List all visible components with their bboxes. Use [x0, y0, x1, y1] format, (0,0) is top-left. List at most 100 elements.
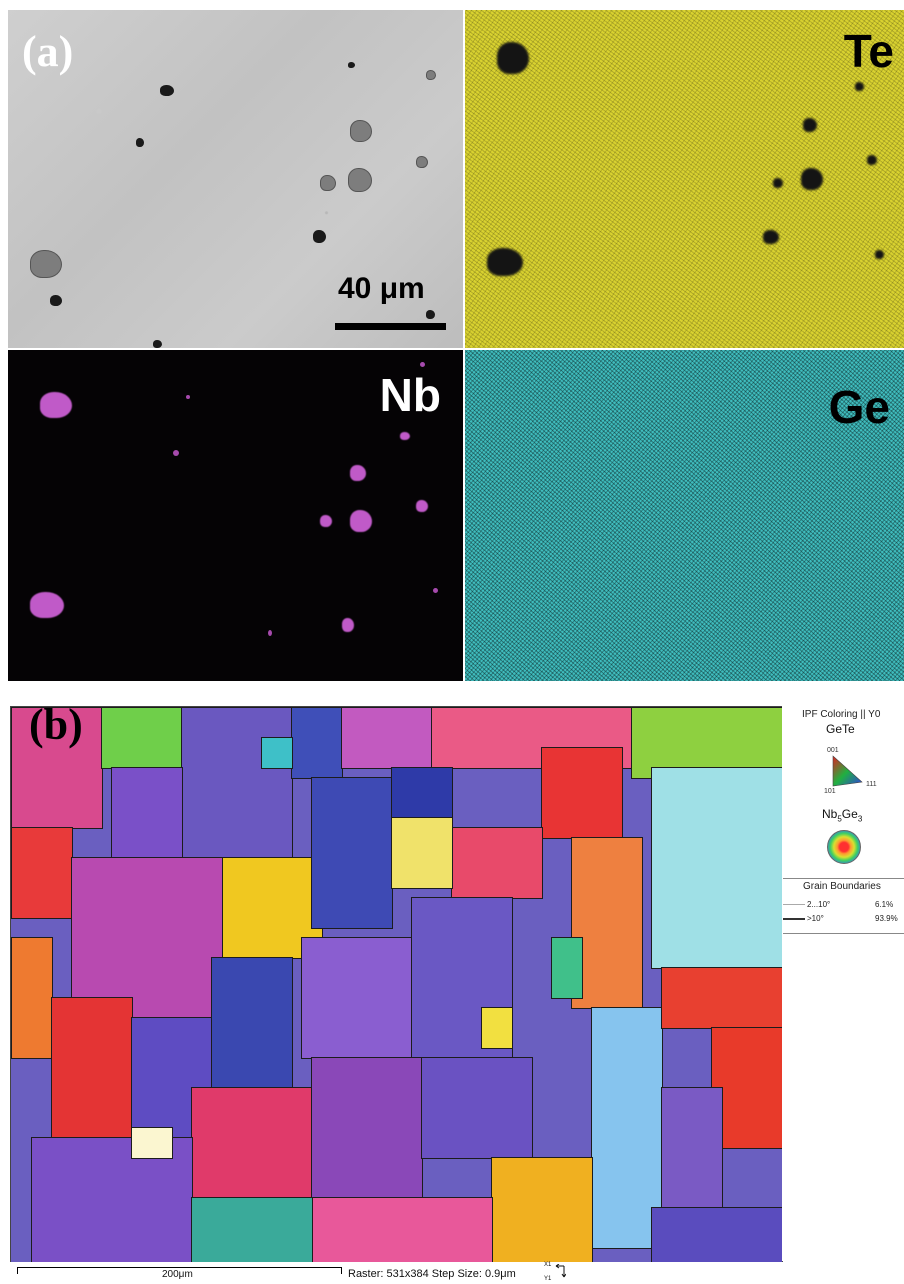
scale-bar-200 [17, 1267, 342, 1268]
scale-bar-200-label: 200μm [162, 1269, 193, 1280]
thin-line-icon [783, 904, 805, 906]
scale-tick-left [17, 1267, 18, 1274]
grain [421, 1057, 533, 1159]
grain [31, 1137, 193, 1262]
element-label-nb: Nb [379, 369, 441, 421]
te-depleted-region [487, 248, 523, 276]
te-depleted-region [867, 155, 877, 165]
grain [71, 857, 223, 1019]
scale-bar-label: 40 μm [338, 272, 425, 305]
grain [551, 937, 583, 999]
nb-rich-region [400, 432, 410, 440]
tri-label-001: 001 [827, 747, 839, 754]
grain [341, 707, 433, 769]
nb-rich-region [350, 510, 372, 532]
nb-rich-region [30, 592, 64, 618]
element-label-ge: Ge [828, 381, 890, 433]
scale-tick-right [341, 1267, 342, 1274]
te-depleted-region [773, 178, 783, 188]
inclusion [348, 62, 355, 68]
grain [311, 1057, 423, 1199]
ipf-sphere-icon [827, 830, 861, 864]
grain [191, 1087, 313, 1199]
grain [51, 997, 133, 1139]
grain [211, 957, 293, 1089]
grain [571, 837, 643, 1009]
nb-rich-region [320, 515, 332, 527]
grain [11, 937, 53, 1059]
inclusion [136, 138, 144, 147]
axes-icon: X1 Y1 [544, 1262, 566, 1282]
grain [191, 1197, 313, 1262]
inclusion [153, 340, 162, 348]
nb-rich-region [416, 500, 428, 512]
te-map: Te [465, 10, 904, 348]
precipitate [350, 120, 372, 142]
grain-boundary-legend: Grain Boundaries 2...10° 6.1% >10° 93.9% [783, 878, 904, 934]
panel-a-eds-maps: (a) 40 μm Te Nb Ge [8, 10, 904, 681]
inclusion [426, 310, 435, 319]
te-depleted-region [801, 168, 823, 190]
precipitate [416, 156, 428, 168]
precipitate [30, 250, 62, 278]
grain [101, 707, 183, 769]
te-depleted-region [875, 250, 884, 259]
nb-speck [186, 395, 190, 399]
grain [451, 827, 543, 899]
grain-boundaries-title: Grain Boundaries [803, 881, 881, 892]
thick-line-icon [783, 917, 805, 920]
nb-rich-region [350, 465, 366, 481]
grain [131, 1127, 173, 1159]
map-footer: 200μm Raster: 531x384 Step Size: 0.9μm X… [10, 1262, 904, 1284]
boundary-row-low: 2...10° 6.1% [783, 900, 893, 909]
grain [181, 707, 293, 859]
nb-speck [420, 362, 425, 367]
nb-speck [173, 450, 179, 456]
nb-speck [433, 588, 438, 593]
panel-label-b: (b) [29, 706, 83, 749]
grain [291, 707, 343, 779]
tri-label-101: 101 [824, 788, 836, 795]
grain [661, 967, 782, 1029]
grain [491, 1157, 593, 1262]
phase-gete-label: GeTe [826, 722, 855, 736]
grain [11, 827, 73, 919]
precipitate [348, 168, 372, 192]
grain [301, 937, 413, 1059]
grain [541, 747, 623, 839]
precipitate [426, 70, 436, 80]
tri-label-111: 111 [866, 781, 877, 788]
grain [481, 1007, 513, 1049]
sem-image: (a) 40 μm [8, 10, 463, 348]
raster-info: Raster: 531x384 Step Size: 0.9μm [348, 1268, 516, 1280]
ge-map: Ge [465, 350, 904, 681]
te-depleted-region [803, 118, 817, 132]
nb-speck [268, 630, 272, 636]
boundary-row-high: >10° 93.9% [783, 914, 898, 923]
panel-label-a: (a) [22, 27, 74, 76]
scale-bar [335, 323, 446, 330]
precipitate [320, 175, 336, 191]
ipf-legend: IPF Coloring || Y0 GeTe 001 101 111 Nb5G… [782, 706, 904, 1261]
element-label-te: Te [843, 25, 894, 77]
grain [391, 817, 453, 889]
te-depleted-region [855, 82, 864, 91]
grain [311, 777, 393, 929]
legend-title: IPF Coloring || Y0 [802, 709, 881, 720]
grain [111, 767, 183, 859]
inclusion [160, 85, 174, 96]
inclusion [313, 230, 326, 243]
grain [261, 737, 293, 769]
grain [651, 1207, 782, 1262]
inclusion [50, 295, 62, 306]
te-depleted-region [497, 42, 529, 74]
grain [311, 1197, 493, 1262]
nb-rich-region [40, 392, 72, 418]
nb-rich-region [342, 618, 354, 632]
te-depleted-region [763, 230, 779, 244]
ipf-triangle-icon [832, 755, 863, 787]
grain [651, 767, 782, 969]
nb-map: Nb [8, 350, 463, 681]
grain [11, 707, 103, 829]
phase-nb5ge3-label: Nb5Ge3 [822, 807, 863, 824]
